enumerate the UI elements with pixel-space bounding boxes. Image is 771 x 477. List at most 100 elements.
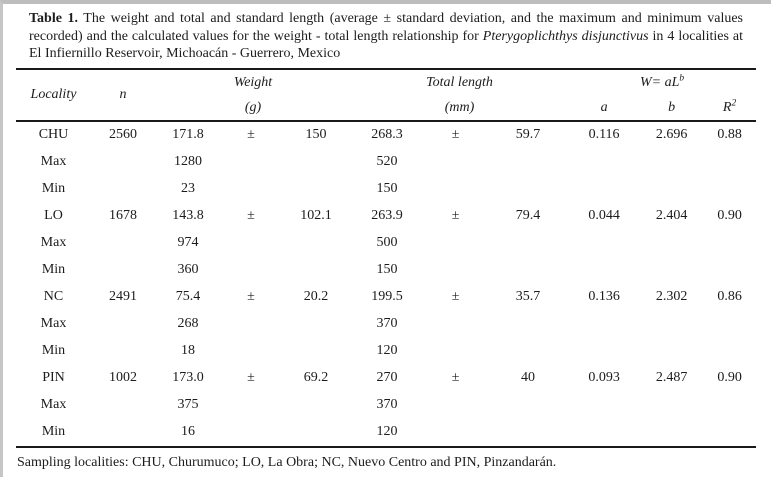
table-cell (221, 257, 281, 284)
table-row: Max 375 370 (16, 392, 756, 419)
table-cell (281, 230, 351, 257)
table-cell: 143.8 (172, 208, 204, 223)
table-cell (488, 230, 568, 257)
table-cell (568, 149, 640, 176)
table-row: CHU 2560 171.8 ±150 268.3 ±59.7 0.116 2.696 0.88 (16, 121, 756, 149)
table-cell: 150 (305, 127, 327, 142)
table-cell: ± (247, 208, 255, 223)
table-cell: 268.3 (371, 127, 403, 142)
r2-base: R (722, 99, 732, 115)
table-cell: 199.5 (371, 289, 403, 304)
table-cell (488, 338, 568, 365)
header-n: n (119, 86, 127, 102)
table-cell (703, 149, 756, 176)
table-cell: 120 (376, 424, 398, 439)
table-cell (423, 230, 488, 257)
table-cell (568, 230, 640, 257)
table-cell (640, 392, 703, 419)
table-cell (703, 392, 756, 419)
table-cell (423, 419, 488, 447)
table-cell: 18 (181, 343, 195, 358)
table-cell: 500 (376, 235, 398, 250)
table-cell: 75.4 (175, 289, 201, 304)
table-cell: 0.044 (588, 208, 620, 223)
table-row: Max 974 500 (16, 230, 756, 257)
table-cell: 520 (376, 154, 398, 169)
header-row-units: (g) (mm) a b R2 (16, 96, 756, 121)
table-cell (281, 392, 351, 419)
table-cell: 0.90 (717, 370, 742, 385)
table-cell: 270 (376, 370, 398, 385)
table-cell (568, 392, 640, 419)
table-cell: ± (247, 289, 255, 304)
caption-label: Table 1. (29, 11, 78, 26)
table-cell (91, 311, 155, 338)
header-equation: W= aLb (568, 69, 756, 96)
header-a: a (600, 99, 608, 115)
table-cell (640, 149, 703, 176)
table-cell: 974 (177, 235, 199, 250)
locality-cell: LO (44, 208, 63, 223)
table-cell (640, 311, 703, 338)
locality-cell: Max (40, 316, 67, 331)
table-cell (423, 338, 488, 365)
table-body: CHU 2560 171.8 ±150 268.3 ±59.7 0.116 2.696 0.88… (16, 121, 756, 447)
table-cell: 0.136 (588, 289, 620, 304)
table-cell: 59.7 (515, 127, 541, 142)
equation-base: W= aL (639, 74, 680, 90)
table-cell: 2560 (109, 127, 137, 142)
table-row: Min 16 120 (16, 419, 756, 447)
table-cell (423, 311, 488, 338)
table-cell (91, 392, 155, 419)
table-cell: 79.4 (515, 208, 541, 223)
header-weight-unit: (g) (244, 99, 262, 115)
table-cell: 2.302 (655, 289, 688, 304)
table-cell (221, 149, 281, 176)
table-cell: 375 (177, 397, 199, 412)
table-cell (221, 338, 281, 365)
table-cell (640, 338, 703, 365)
table-cell (91, 257, 155, 284)
locality-cell: Min (41, 343, 66, 358)
table-row: LO 1678 143.8 ±102.1 263.9 ±79.4 0.044 2.404 0.9… (16, 203, 756, 230)
table-cell (281, 419, 351, 447)
header-r2: R2 (703, 96, 756, 121)
table-cell: 40 (521, 370, 536, 385)
table-cell (568, 338, 640, 365)
locality-cell: Min (41, 262, 66, 277)
table-cell (703, 311, 756, 338)
table-row: Max 1280 520 (16, 149, 756, 176)
table-cell: ± (247, 127, 255, 142)
table-cell (281, 149, 351, 176)
caption-text-after-species: in 4 localities at El Infiernillo Reserv… (29, 28, 743, 62)
table-cell (488, 176, 568, 203)
locality-cell: Max (40, 397, 67, 412)
table-cell: 20.2 (303, 289, 329, 304)
table-header: Locality n Weight Total length W= aLb (g… (16, 69, 757, 121)
header-weight: Weight (233, 74, 273, 90)
table-cell: ± (451, 208, 460, 223)
table-caption: Table 1. The weight and total and standa… (29, 10, 743, 63)
locality-cell: CHU (38, 127, 69, 142)
locality-cell: Min (41, 181, 66, 196)
table-row: NC 2491 75.4 ±20.2 199.5 ±35.7 0.136 2.302 0.86 (16, 284, 756, 311)
table-cell: 1002 (109, 370, 137, 385)
table-cell (488, 419, 568, 447)
table-row: Max 268 370 (16, 311, 756, 338)
table-cell (423, 392, 488, 419)
table-cell (281, 311, 351, 338)
table-cell (568, 419, 640, 447)
table-cell: 370 (376, 316, 398, 331)
table-cell: 173.0 (172, 370, 204, 385)
table-cell (91, 230, 155, 257)
table-cell (568, 257, 640, 284)
table-cell (281, 176, 351, 203)
table-cell (640, 257, 703, 284)
table-cell: 150 (376, 181, 398, 196)
table-cell: 1280 (174, 154, 202, 169)
table-cell: 2.404 (655, 208, 688, 223)
table-cell: 263.9 (371, 208, 403, 223)
table-cell (488, 392, 568, 419)
table-cell: 1678 (109, 208, 137, 223)
